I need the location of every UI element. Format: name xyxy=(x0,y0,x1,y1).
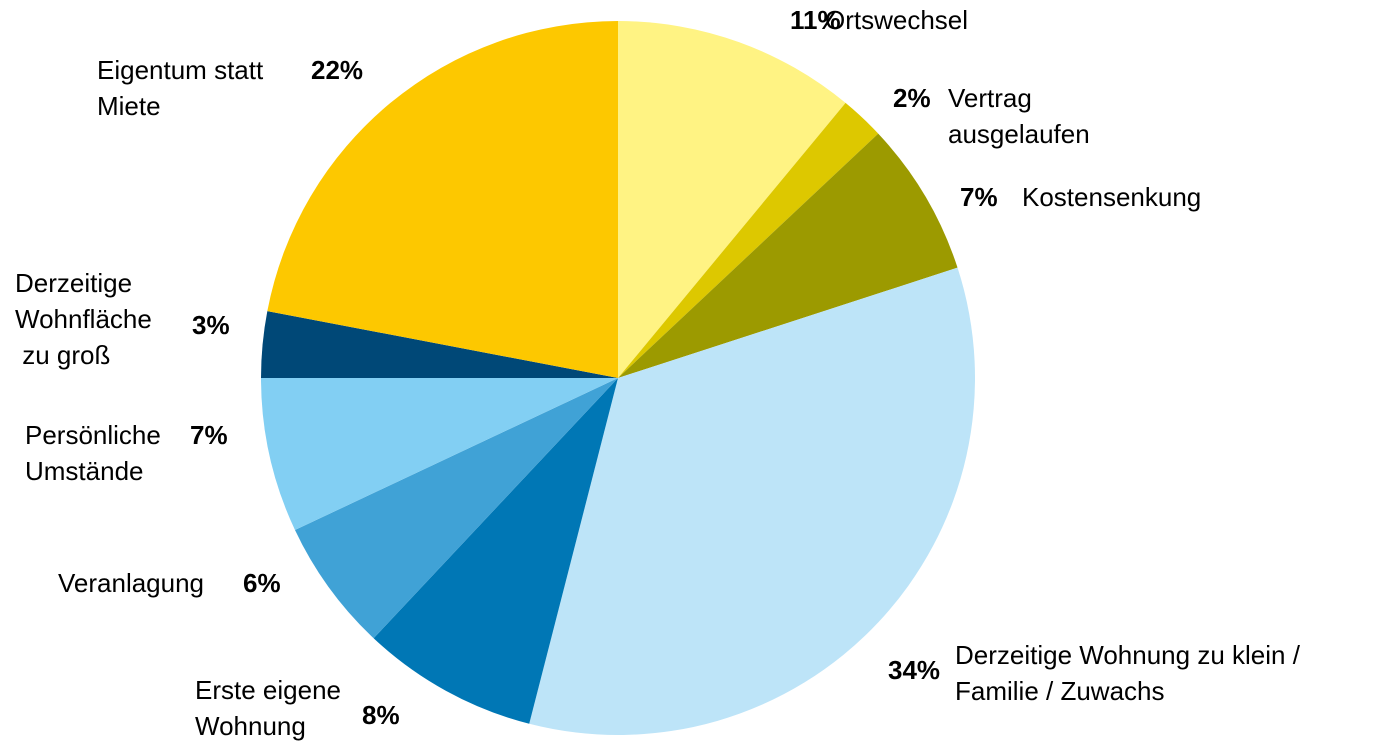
value-label: 3% xyxy=(192,310,230,340)
category-label: Eigentum statt Miete xyxy=(97,55,264,121)
category-label: Kostensenkung xyxy=(1022,182,1202,212)
pie-slice xyxy=(529,267,975,735)
pie-slice xyxy=(267,21,618,378)
value-label: 2% xyxy=(893,83,931,113)
category-label: Derzeitige Wohnung zu klein / Familie / … xyxy=(955,640,1300,706)
category-label: Vertrag ausgelaufen xyxy=(948,83,1090,149)
value-label: 34% xyxy=(888,655,941,685)
category-label: Erste eigene Wohnung xyxy=(195,675,341,741)
value-label: 22% xyxy=(311,55,364,85)
category-label: Persönliche Umstände xyxy=(25,420,161,486)
pie-slice xyxy=(261,378,618,531)
pie-slice xyxy=(618,133,958,378)
value-label: 7% xyxy=(960,182,998,212)
category-label: Ortswechsel xyxy=(825,5,969,35)
category-label: Veranlagung xyxy=(58,568,205,598)
value-label: 7% xyxy=(190,420,228,450)
value-label: 6% xyxy=(243,568,281,598)
pie-slice xyxy=(261,311,618,378)
value-label: 8% xyxy=(362,700,400,730)
pie-slice xyxy=(294,378,618,639)
pie-slice xyxy=(373,378,618,724)
pie-slice xyxy=(618,102,879,379)
pie-slice xyxy=(618,21,846,378)
category-label: Derzeitige Wohnfläche zu groß xyxy=(15,268,152,370)
value-label: 11% xyxy=(790,5,841,35)
